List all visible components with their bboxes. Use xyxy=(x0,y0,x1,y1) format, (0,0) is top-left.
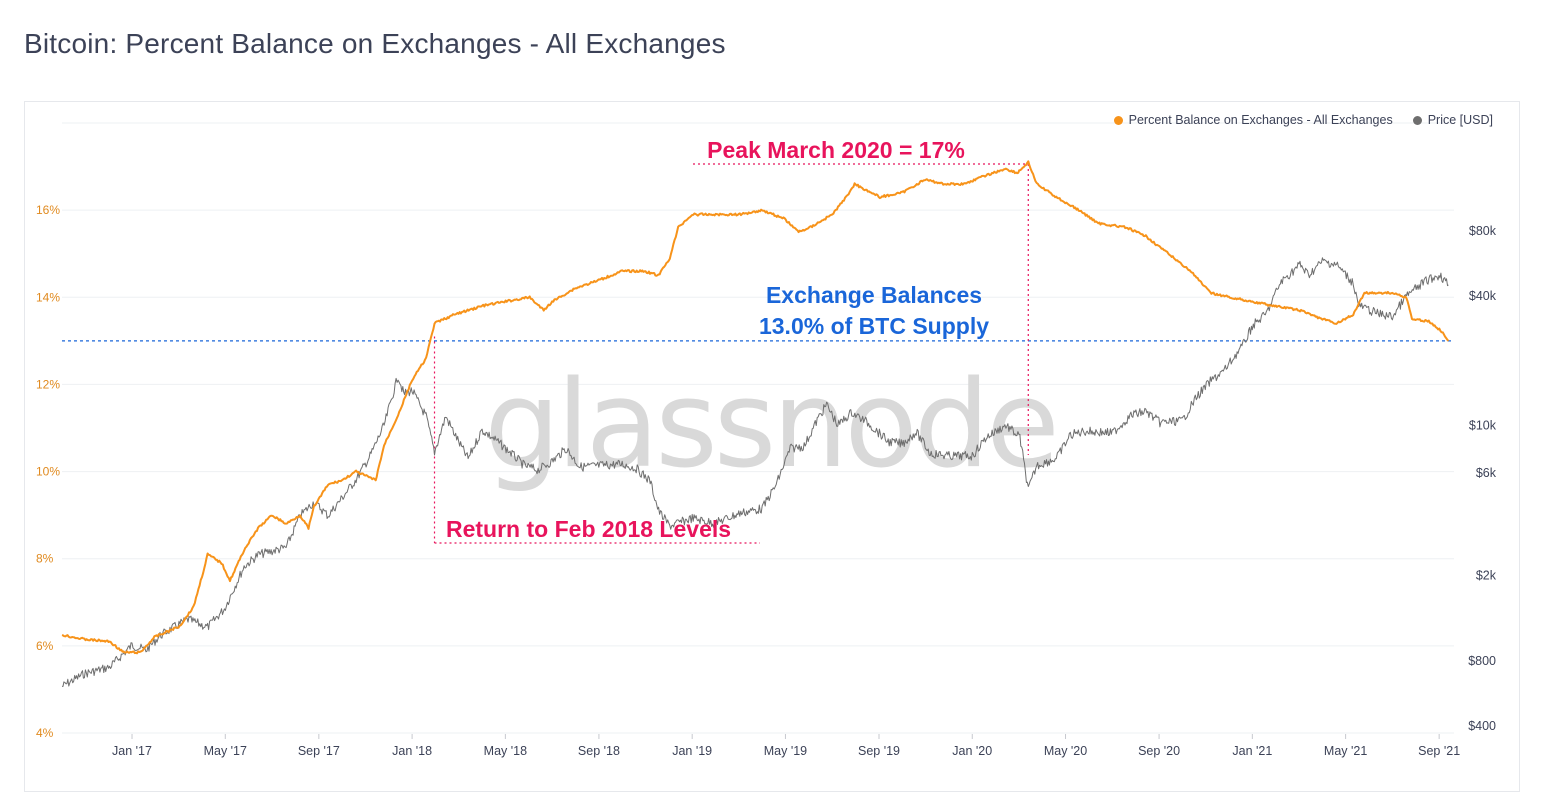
y-right-tick-label: $40k xyxy=(1469,289,1497,303)
y-right-tick-label: $6k xyxy=(1476,466,1497,480)
y-left-tick-label: 4% xyxy=(36,726,54,740)
x-tick-label: Sep '21 xyxy=(1418,744,1460,758)
watermark: glassnode xyxy=(484,356,1056,495)
series-line-price xyxy=(62,257,1449,687)
legend-dot-gray-icon xyxy=(1412,115,1422,125)
x-tick-label: Jan '17 xyxy=(112,744,152,758)
y-right-tick-label: $80k xyxy=(1469,224,1497,238)
x-tick-label: Sep '20 xyxy=(1138,744,1180,758)
y-left-tick-label: 12% xyxy=(36,377,60,391)
legend-label: Price [USD] xyxy=(1427,113,1493,127)
x-tick-label: Jan '19 xyxy=(672,744,712,758)
annotation-exchange-line2: 13.0% of BTC Supply xyxy=(759,313,989,339)
series-line-exchange-balance xyxy=(61,160,1450,655)
y-right-tick-label: $800 xyxy=(1468,654,1496,668)
x-tick-label: Jan '18 xyxy=(392,744,432,758)
x-tick-label: May '18 xyxy=(484,744,527,758)
annotation-peak: Peak March 2020 = 17% xyxy=(707,137,965,163)
x-tick-label: May '21 xyxy=(1324,744,1367,758)
x-tick-label: Sep '18 xyxy=(578,744,620,758)
legend: Percent Balance on Exchanges - All Excha… xyxy=(1113,113,1493,127)
y-left-tick-label: 10% xyxy=(36,465,60,479)
x-tick-label: May '17 xyxy=(204,744,247,758)
chart-frame xyxy=(24,101,1520,792)
legend-item-exchange-balance[interactable]: Percent Balance on Exchanges - All Excha… xyxy=(1113,113,1393,127)
x-tick-label: Jan '21 xyxy=(1232,744,1272,758)
legend-item-price[interactable]: Price [USD] xyxy=(1412,113,1493,127)
x-tick-label: Jan '20 xyxy=(952,744,992,758)
page-title: Bitcoin: Percent Balance on Exchanges - … xyxy=(24,28,726,59)
x-tick-label: May '20 xyxy=(1044,744,1087,758)
y-left-tick-label: 14% xyxy=(36,290,60,304)
legend-dot-orange-icon xyxy=(1113,115,1123,125)
x-tick-label: Sep '19 xyxy=(858,744,900,758)
y-left-tick-label: 6% xyxy=(36,639,54,653)
annotation-exchange-line1: Exchange Balances xyxy=(766,282,982,308)
y-right-tick-label: $10k xyxy=(1469,418,1497,432)
y-left-tick-label: 8% xyxy=(36,552,54,566)
x-tick-label: Sep '17 xyxy=(298,744,340,758)
y-right-tick-label: $2k xyxy=(1476,569,1497,583)
y-right-tick-label: $400 xyxy=(1468,719,1496,733)
annotation-return: Return to Feb 2018 Levels xyxy=(446,516,731,542)
legend-label: Percent Balance on Exchanges - All Excha… xyxy=(1128,113,1393,127)
y-left-tick-label: 16% xyxy=(36,203,60,217)
x-tick-label: May '19 xyxy=(764,744,807,758)
